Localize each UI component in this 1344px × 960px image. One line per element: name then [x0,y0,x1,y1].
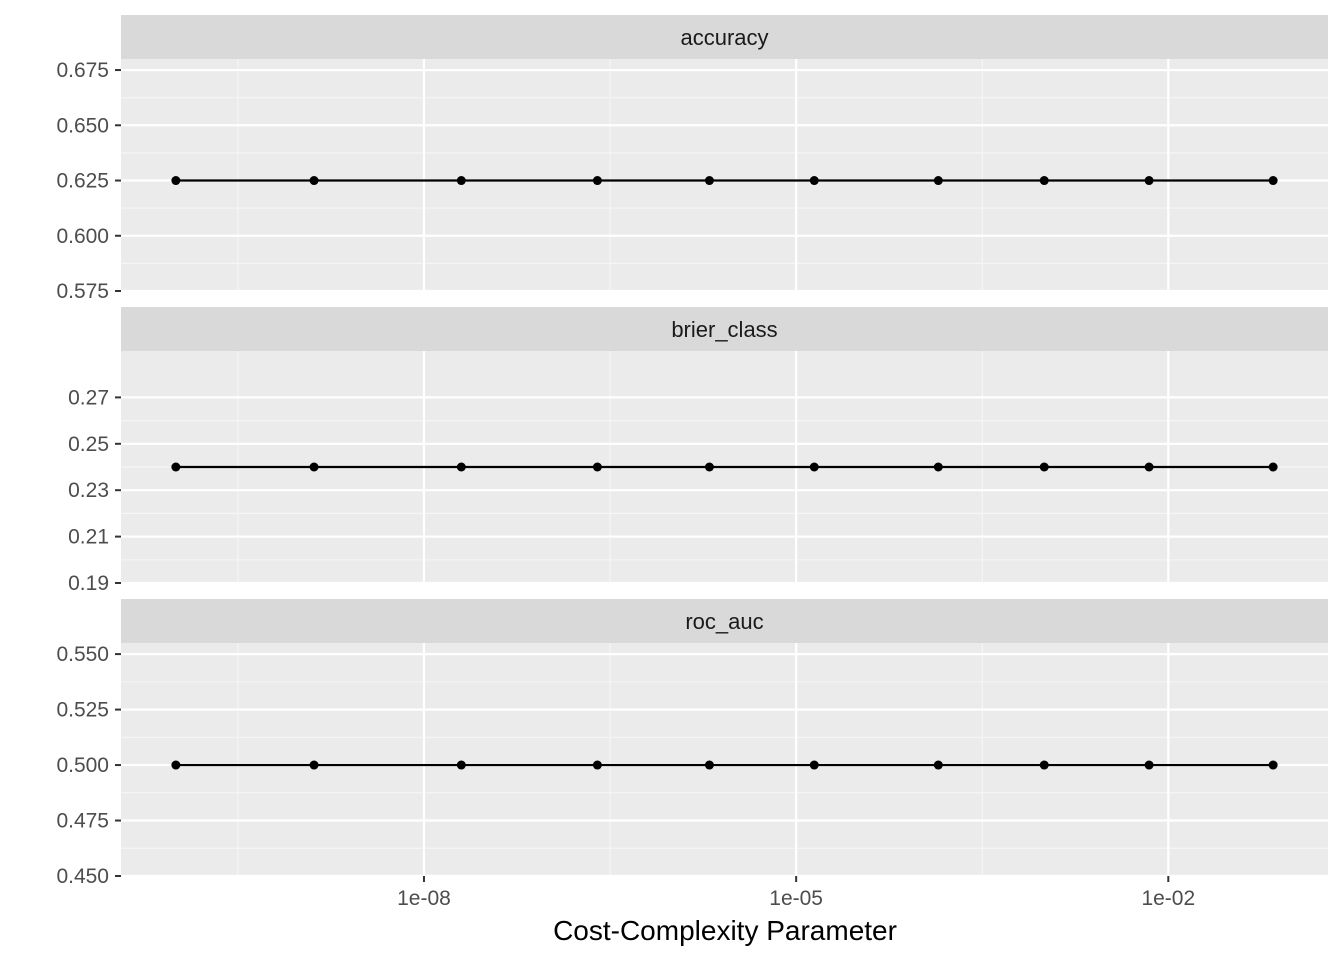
panel-background [121,643,1328,876]
y-tick-label: 0.19 [68,572,109,595]
data-point [309,462,319,472]
data-point [1039,760,1049,770]
data-point [809,760,819,770]
data-point [933,462,943,472]
facet-strip [121,599,1328,643]
panel-background [121,59,1328,291]
data-point [704,462,714,472]
y-tick-label: 0.21 [68,526,109,549]
y-tick-label: 0.575 [56,280,109,303]
y-tick-label: 0.675 [56,59,109,82]
y-tick-label: 0.525 [56,699,109,722]
y-tick-label: 0.25 [68,433,109,456]
data-point [1268,462,1278,472]
data-point [1039,176,1049,186]
y-tick-label: 0.27 [68,386,109,409]
data-point [1144,760,1154,770]
data-point [933,176,943,186]
data-point [1144,176,1154,186]
x-tick-label: 1e-05 [769,887,823,910]
x-axis: 1e-08 1e-05 1e-02 [397,876,1195,910]
data-point [592,176,602,186]
y-tick-label: 0.650 [56,114,109,137]
facet-strip-label: brier_class [671,317,777,342]
data-point [704,760,714,770]
data-point [1039,462,1049,472]
data-point [592,760,602,770]
data-point [456,176,466,186]
data-point [171,176,181,186]
data-point [171,760,181,770]
data-point [456,760,466,770]
y-tick-label: 0.475 [56,810,109,833]
data-point [809,462,819,472]
facet-strip [121,15,1328,59]
facet-strip [121,307,1328,351]
facet-panel-roc_auc: roc_auc 0.450 0.475 0.500 0.525 0.550 [56,599,1328,888]
data-point [704,176,714,186]
facet-strip-label: accuracy [680,25,768,50]
x-tick-label: 1e-08 [397,887,451,910]
data-point [1268,760,1278,770]
facet-strip-label: roc_auc [685,609,763,634]
y-tick-label: 0.600 [56,225,109,248]
x-axis-title: Cost-Complexity Parameter [553,915,897,946]
facet-panel-brier_class: brier_class 0.19 0.21 0.23 0.25 0.27 [68,307,1328,595]
y-tick-label: 0.450 [56,865,109,888]
y-tick-label: 0.23 [68,479,109,502]
data-point [171,462,181,472]
y-tick-label: 0.625 [56,170,109,193]
panels-layer: accuracy 0.575 0.600 0.625 0.650 0.675 brier_c… [56,15,1328,888]
y-tick-label: 0.550 [56,643,109,666]
data-point [309,176,319,186]
facet-panel-accuracy: accuracy 0.575 0.600 0.625 0.650 0.675 [56,15,1328,303]
data-point [592,462,602,472]
data-point [1144,462,1154,472]
y-tick-label: 0.500 [56,754,109,777]
x-tick-label: 1e-02 [1141,887,1195,910]
data-point [1268,176,1278,186]
data-point [309,760,319,770]
data-point [809,176,819,186]
data-point [933,760,943,770]
data-point [456,462,466,472]
